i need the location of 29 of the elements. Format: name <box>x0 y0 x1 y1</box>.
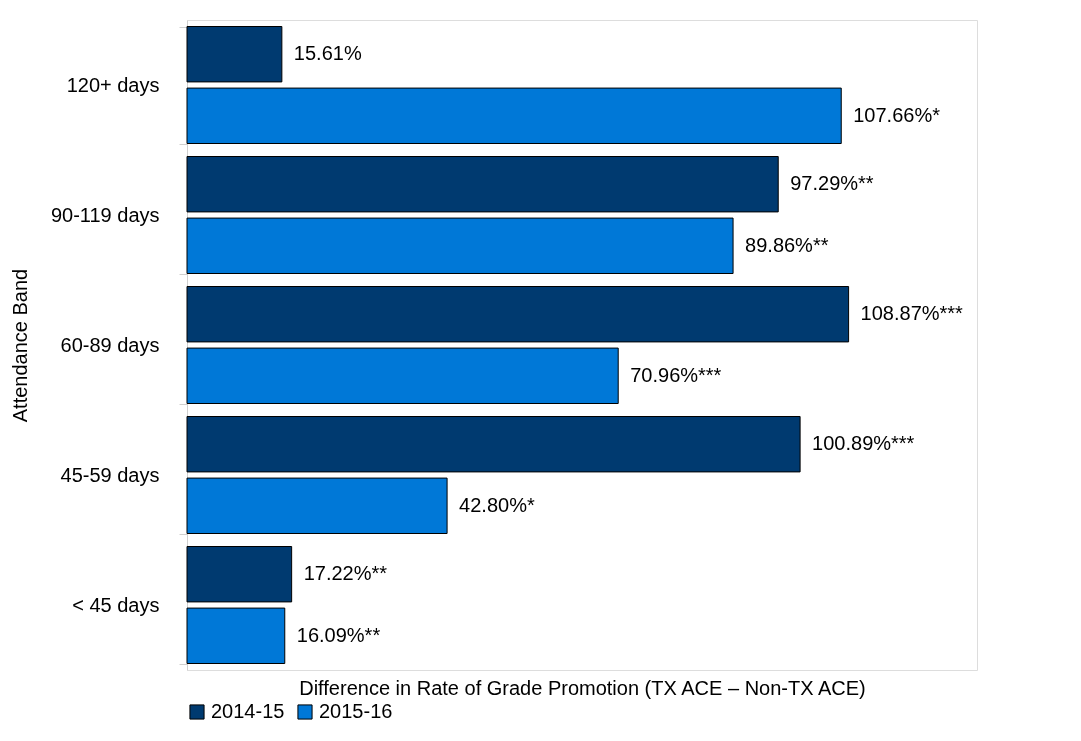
y-tick-label: 45-59 days <box>60 463 160 486</box>
bar <box>186 416 801 473</box>
legend-label: 2014-15 <box>211 700 285 722</box>
data-label: 70.96%*** <box>630 363 722 386</box>
bar <box>186 607 286 664</box>
legend-label: 2015-16 <box>319 700 393 722</box>
bar <box>186 26 283 83</box>
bar <box>186 217 734 274</box>
y-tick-label: 120+ days <box>66 73 160 96</box>
y-tick-label: 60-89 days <box>60 333 160 356</box>
data-label: 97.29%** <box>790 172 874 195</box>
data-label: 108.87%*** <box>860 302 964 325</box>
bar <box>186 477 448 534</box>
bar <box>186 546 293 603</box>
data-label: 15.61% <box>293 42 362 65</box>
data-label: 100.89%*** <box>812 432 915 455</box>
data-label: 42.80%* <box>459 493 535 516</box>
x-axis-title: Difference in Rate of Grade Promotion (TX ACE – Non-TX ACE) <box>299 676 866 699</box>
bar <box>186 156 779 213</box>
bar <box>186 286 850 343</box>
data-label: 107.66%* <box>853 103 941 126</box>
data-label: 17.22%** <box>303 562 388 585</box>
y-axis-title: Attendance Band <box>8 268 31 423</box>
y-tick-label: 90-119 days <box>50 203 160 226</box>
data-label: 89.86%** <box>745 233 829 256</box>
bar <box>186 347 619 404</box>
bar <box>186 87 842 144</box>
data-label: 16.09%** <box>296 623 381 646</box>
y-tick-label: < 45 days <box>72 593 160 616</box>
